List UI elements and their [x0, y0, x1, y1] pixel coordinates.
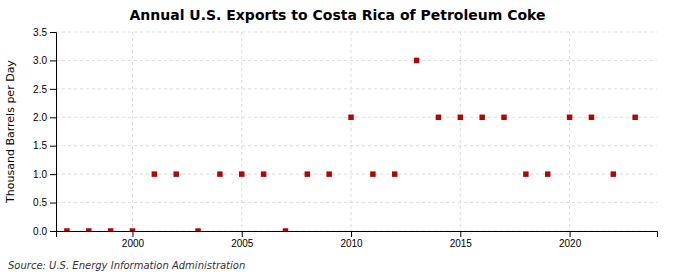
point [173, 171, 178, 176]
grid-line [56, 88, 657, 89]
point [501, 115, 506, 120]
axis-line [50, 33, 57, 232]
tick: 0.5 [33, 197, 56, 208]
point [611, 171, 616, 176]
tick-mark [50, 89, 56, 90]
tick-mark [570, 231, 571, 237]
grid-line [132, 32, 133, 231]
point [239, 171, 244, 176]
tick-mark [242, 231, 243, 237]
tick-label: 2.0 [33, 112, 47, 123]
point [589, 115, 594, 120]
tick-label: 2015 [450, 238, 473, 249]
point [217, 171, 222, 176]
point [261, 171, 266, 176]
grid-line [56, 174, 657, 175]
tick-mark [50, 231, 56, 232]
tick-label: 3.0 [33, 55, 47, 66]
tick: 2000 [122, 231, 145, 249]
point [195, 228, 200, 231]
tick-label: 2000 [122, 238, 145, 249]
point [326, 171, 331, 176]
point [283, 228, 288, 231]
tick: 2.5 [33, 84, 56, 95]
tick: 2010 [340, 231, 363, 249]
tick: 3.5 [33, 27, 56, 38]
x-axis: 2000 2005 2010 2015 2020 [57, 231, 658, 249]
tick-mark [351, 231, 352, 237]
tick: 1.0 [33, 169, 56, 180]
point [392, 171, 397, 176]
chart: 2000 2005 2010 2015 2020 0.0 0.5 1.0 1.5 2.0 2.5 3.… [0, 0, 675, 275]
tick-mark [50, 117, 56, 118]
tick-label: 2010 [340, 238, 363, 249]
grid-line [56, 60, 657, 61]
axis-line [57, 232, 658, 238]
tick: 2.0 [33, 112, 56, 123]
point [458, 115, 463, 120]
point [348, 115, 353, 120]
grid-line [56, 32, 657, 33]
grid-line [569, 32, 570, 231]
tick: 3.0 [33, 55, 56, 66]
tick-mark [50, 60, 56, 61]
points [64, 58, 638, 231]
tick: 0.0 [33, 226, 56, 237]
tick-label: 2005 [231, 238, 254, 249]
tick-label: 2.5 [33, 84, 47, 95]
grid-line [56, 202, 657, 203]
tick-label: 1.5 [33, 140, 47, 151]
point [152, 171, 157, 176]
point [305, 171, 310, 176]
tick-mark [50, 146, 56, 147]
title: Annual U.S. Exports to Costa Rica of Pet… [129, 7, 545, 23]
tick: 2015 [450, 231, 473, 249]
plot-area: 2000 2005 2010 2015 2020 0.0 0.5 1.0 1.5 2.0 2.5 3.… [33, 27, 657, 249]
tick-label: 0.5 [33, 197, 47, 208]
tick: 2020 [559, 231, 582, 249]
tick-label: 3.5 [33, 27, 47, 38]
point [130, 228, 135, 231]
point [414, 58, 419, 63]
point [567, 115, 572, 120]
point [632, 115, 637, 120]
y-axis-label: Thousand Barrels per Day [4, 60, 17, 204]
point [545, 171, 550, 176]
grid-line [460, 32, 461, 231]
point [108, 228, 113, 231]
tick-mark [50, 174, 56, 175]
point [64, 228, 69, 231]
tick-label: 0.0 [33, 226, 47, 237]
tick: 1.5 [33, 140, 56, 151]
tick-mark [460, 231, 461, 237]
point [370, 171, 375, 176]
grid [56, 32, 657, 231]
tick-label: 1.0 [33, 169, 47, 180]
point [86, 228, 91, 231]
tick: 2005 [231, 231, 254, 249]
point [436, 115, 441, 120]
tick-mark [50, 32, 56, 33]
point [523, 171, 528, 176]
grid-line [56, 145, 657, 146]
tick-label: 2020 [559, 238, 582, 249]
tick-mark [50, 203, 56, 204]
y-axis: 0.0 0.5 1.0 1.5 2.0 2.5 3.0 3.5 [33, 27, 56, 237]
point [479, 115, 484, 120]
tick-mark [132, 231, 133, 237]
source: Source: U.S. Energy Information Administ… [8, 260, 245, 271]
grid-line [351, 32, 352, 231]
grid-line [241, 32, 242, 231]
